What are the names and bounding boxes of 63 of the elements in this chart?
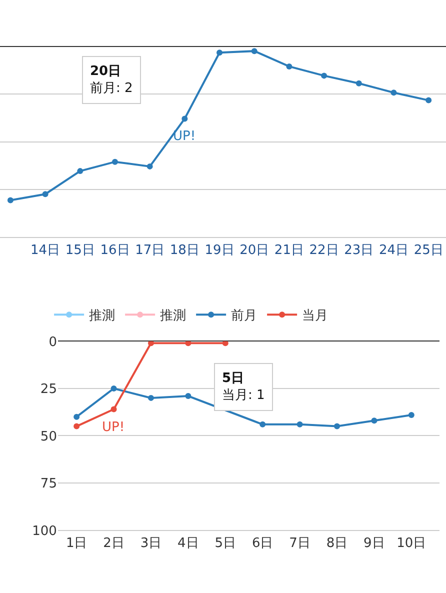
point xyxy=(112,158,118,165)
point xyxy=(74,423,80,430)
point xyxy=(286,63,292,70)
point xyxy=(251,48,258,54)
x-tick-label: 15日 xyxy=(65,242,95,258)
y-tick-label: 75 xyxy=(40,476,57,492)
x-tick-label: 10日 xyxy=(396,536,426,551)
point xyxy=(77,168,84,174)
x-tick-label: 9日 xyxy=(364,536,385,551)
x-tick-label: 16日 xyxy=(100,242,130,258)
point xyxy=(110,406,117,412)
point xyxy=(7,197,14,204)
annotation: 当月: 1 xyxy=(222,388,265,403)
point xyxy=(182,116,188,122)
point xyxy=(321,72,328,79)
point xyxy=(185,341,192,346)
x-tick-label: 21日 xyxy=(274,242,304,258)
point xyxy=(148,394,154,401)
y-tick-label: 50 xyxy=(40,429,57,444)
x-tick-label: 3日 xyxy=(140,536,162,551)
x-tick-label: 1日 xyxy=(66,536,88,551)
x-tick-label: 8日 xyxy=(326,536,348,551)
legend-label: 推測 xyxy=(160,308,186,324)
annotation: UP! xyxy=(102,420,125,435)
x-tick-label: 2日 xyxy=(103,536,124,551)
x-tick-label: 23日 xyxy=(344,242,374,258)
point xyxy=(146,163,153,170)
point xyxy=(426,97,432,104)
annotation: 前月: 2 xyxy=(90,80,133,96)
point xyxy=(42,191,48,198)
x-tick-label: 4日 xyxy=(178,536,199,551)
point xyxy=(260,421,266,428)
x-tick-label: 25日 xyxy=(414,242,444,258)
point xyxy=(408,412,414,418)
x-tick-label: 17日 xyxy=(135,242,165,258)
point xyxy=(371,418,378,424)
x-tick-label: 22日 xyxy=(309,242,339,258)
point xyxy=(390,90,397,96)
x-tick-label: 19日 xyxy=(204,242,234,258)
point xyxy=(222,341,228,346)
point xyxy=(334,423,340,430)
point xyxy=(74,414,80,420)
point xyxy=(296,421,303,428)
point xyxy=(185,393,192,400)
annotation: 5日 xyxy=(222,371,244,386)
y-tick-label: 0 xyxy=(48,334,57,350)
x-tick-label: 20日 xyxy=(240,242,270,258)
point xyxy=(148,341,154,346)
point xyxy=(356,80,362,86)
legend-label: 前月 xyxy=(231,308,258,324)
legend-label: 当月 xyxy=(302,308,328,324)
x-tick-label: 14日 xyxy=(30,242,60,258)
y-tick-label: 100 xyxy=(32,524,57,539)
x-tick-label: 7日 xyxy=(289,536,310,551)
x-tick-label: 24日 xyxy=(378,242,409,258)
point xyxy=(216,50,223,56)
legend-label: 推測 xyxy=(89,308,116,324)
x-tick-label: 6日 xyxy=(252,536,274,551)
y-tick-label: 25 xyxy=(40,382,57,398)
x-tick-label: 5日 xyxy=(214,536,236,551)
annotation: 20日 xyxy=(90,64,122,79)
point xyxy=(110,385,117,392)
x-tick-label: 18日 xyxy=(170,242,200,258)
